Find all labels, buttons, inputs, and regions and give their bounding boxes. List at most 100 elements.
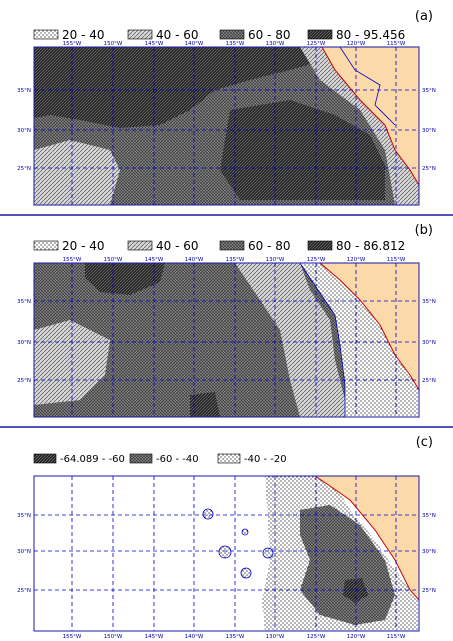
svg-text:145°W: 145°W xyxy=(145,41,164,47)
field-light xyxy=(235,263,345,417)
svg-text:150°W: 150°W xyxy=(104,41,123,47)
legend-label: 80 - 86.812 xyxy=(336,239,405,253)
legend-swatch-dots xyxy=(217,453,241,464)
field-dark xyxy=(34,47,320,128)
svg-text:30°N: 30°N xyxy=(17,340,31,346)
legend-swatch-dots xyxy=(33,240,59,251)
svg-text:115°W: 115°W xyxy=(387,634,406,640)
svg-text:155°W: 155°W xyxy=(63,257,82,263)
svg-text:35°N: 35°N xyxy=(17,299,31,305)
svg-text:135°W: 135°W xyxy=(226,41,245,47)
svg-text:155°W: 155°W xyxy=(63,634,82,640)
svg-text:135°W: 135°W xyxy=(226,257,245,263)
panel-c: (c) -64.089 - -60 -60 - -40 -40 - -20 xyxy=(17,435,436,640)
grid xyxy=(34,476,419,631)
svg-text:120°W: 120°W xyxy=(347,41,366,47)
svg-text:30°N: 30°N xyxy=(422,549,436,555)
field-dark xyxy=(85,263,165,295)
field-dark xyxy=(190,392,220,417)
land xyxy=(320,263,419,390)
legend-label: -40 - -20 xyxy=(244,454,287,465)
field-medium xyxy=(300,505,395,625)
svg-text:135°W: 135°W xyxy=(226,634,245,640)
y-ticks: 35°N 30°N 25°N 35°N 30°N 25°N xyxy=(17,299,436,384)
legend-label: 40 - 60 xyxy=(156,28,199,42)
legend-label: 60 - 80 xyxy=(248,28,291,42)
svg-text:140°W: 140°W xyxy=(185,257,204,263)
coastline xyxy=(314,476,419,601)
svg-text:30°N: 30°N xyxy=(17,549,31,555)
svg-text:35°N: 35°N xyxy=(422,513,436,519)
contour xyxy=(299,263,346,417)
legend: -64.089 - -60 -60 - -40 -40 - -20 xyxy=(33,453,287,465)
svg-text:35°N: 35°N xyxy=(17,513,31,519)
panel-label: (a) xyxy=(415,9,433,24)
svg-text:130°W: 130°W xyxy=(266,41,285,47)
legend-label: 80 - 95.456 xyxy=(336,28,405,42)
svg-text:115°W: 115°W xyxy=(387,257,406,263)
legend-swatch-dark xyxy=(307,240,333,251)
svg-text:115°W: 115°W xyxy=(387,41,406,47)
legend: 20 - 40 40 - 60 60 - 80 80 - 86.812 xyxy=(33,239,405,253)
svg-text:130°W: 130°W xyxy=(266,257,285,263)
legend-label: -64.089 - -60 xyxy=(60,454,125,465)
svg-text:25°N: 25°N xyxy=(422,166,436,172)
svg-text:145°W: 145°W xyxy=(145,257,164,263)
svg-text:125°W: 125°W xyxy=(307,41,326,47)
svg-text:35°N: 35°N xyxy=(422,88,436,94)
y-ticks: 35°N 30°N 25°N 35°N 30°N 25°N xyxy=(17,513,436,594)
x-ticks: 155°W 150°W 145°W 140°W 135°W 130°W 125°… xyxy=(63,634,406,640)
legend-swatch-dots xyxy=(33,29,59,40)
land xyxy=(322,47,419,185)
legend: 20 - 40 40 - 60 60 - 80 80 - 95.456 xyxy=(33,28,405,42)
contour-ring xyxy=(202,508,214,520)
grid xyxy=(34,263,419,417)
panel-a: (a) 20 - 40 40 - 60 60 - 80 80 - 95.456 xyxy=(17,9,436,206)
y-ticks: 35°N 30°N 25°N 35°N 30°N 25°N xyxy=(17,88,436,172)
legend-swatch-dark xyxy=(307,29,333,40)
coastline xyxy=(321,47,419,186)
legend-label: 20 - 40 xyxy=(62,28,105,42)
legend-label: 20 - 40 xyxy=(62,239,105,253)
svg-text:25°N: 25°N xyxy=(17,166,31,172)
svg-text:155°W: 155°W xyxy=(63,41,82,47)
legend-swatch-medium xyxy=(219,29,245,40)
svg-text:25°N: 25°N xyxy=(17,378,31,384)
land xyxy=(315,476,419,600)
legend-label: -60 - -40 xyxy=(156,454,199,465)
x-ticks: 155°W 150°W 145°W 140°W 135°W 130°W 125°… xyxy=(63,257,406,263)
field-dark xyxy=(220,100,385,200)
legend-swatch-medium xyxy=(219,240,245,251)
svg-text:25°N: 25°N xyxy=(422,588,436,594)
svg-text:130°W: 130°W xyxy=(266,634,285,640)
field-light xyxy=(300,47,419,205)
svg-text:140°W: 140°W xyxy=(185,634,204,640)
legend-swatch-medium xyxy=(129,453,153,464)
svg-text:25°N: 25°N xyxy=(422,378,436,384)
svg-text:25°N: 25°N xyxy=(17,588,31,594)
panel-label: (c) xyxy=(416,435,433,450)
svg-text:125°W: 125°W xyxy=(307,634,326,640)
contour xyxy=(339,47,396,126)
legend-label: 60 - 80 xyxy=(248,239,291,253)
svg-text:120°W: 120°W xyxy=(347,634,366,640)
svg-text:145°W: 145°W xyxy=(145,634,164,640)
field-dark xyxy=(343,578,368,603)
svg-text:150°W: 150°W xyxy=(104,634,123,640)
svg-text:120°W: 120°W xyxy=(347,257,366,263)
svg-text:30°N: 30°N xyxy=(17,128,31,134)
panel-b: (b) 20 - 40 40 - 60 60 - 80 80 - 86.812 xyxy=(17,223,436,418)
legend-swatch-light xyxy=(127,29,153,40)
contour-ring xyxy=(240,567,252,579)
svg-text:30°N: 30°N xyxy=(422,340,436,346)
contour-ring xyxy=(241,528,249,536)
field-light xyxy=(34,140,120,205)
svg-text:35°N: 35°N xyxy=(17,88,31,94)
svg-text:35°N: 35°N xyxy=(422,299,436,305)
svg-text:150°W: 150°W xyxy=(104,257,123,263)
svg-text:140°W: 140°W xyxy=(185,41,204,47)
map-frame xyxy=(33,475,420,632)
contour-ring xyxy=(262,547,274,559)
legend-swatch-light xyxy=(127,240,153,251)
